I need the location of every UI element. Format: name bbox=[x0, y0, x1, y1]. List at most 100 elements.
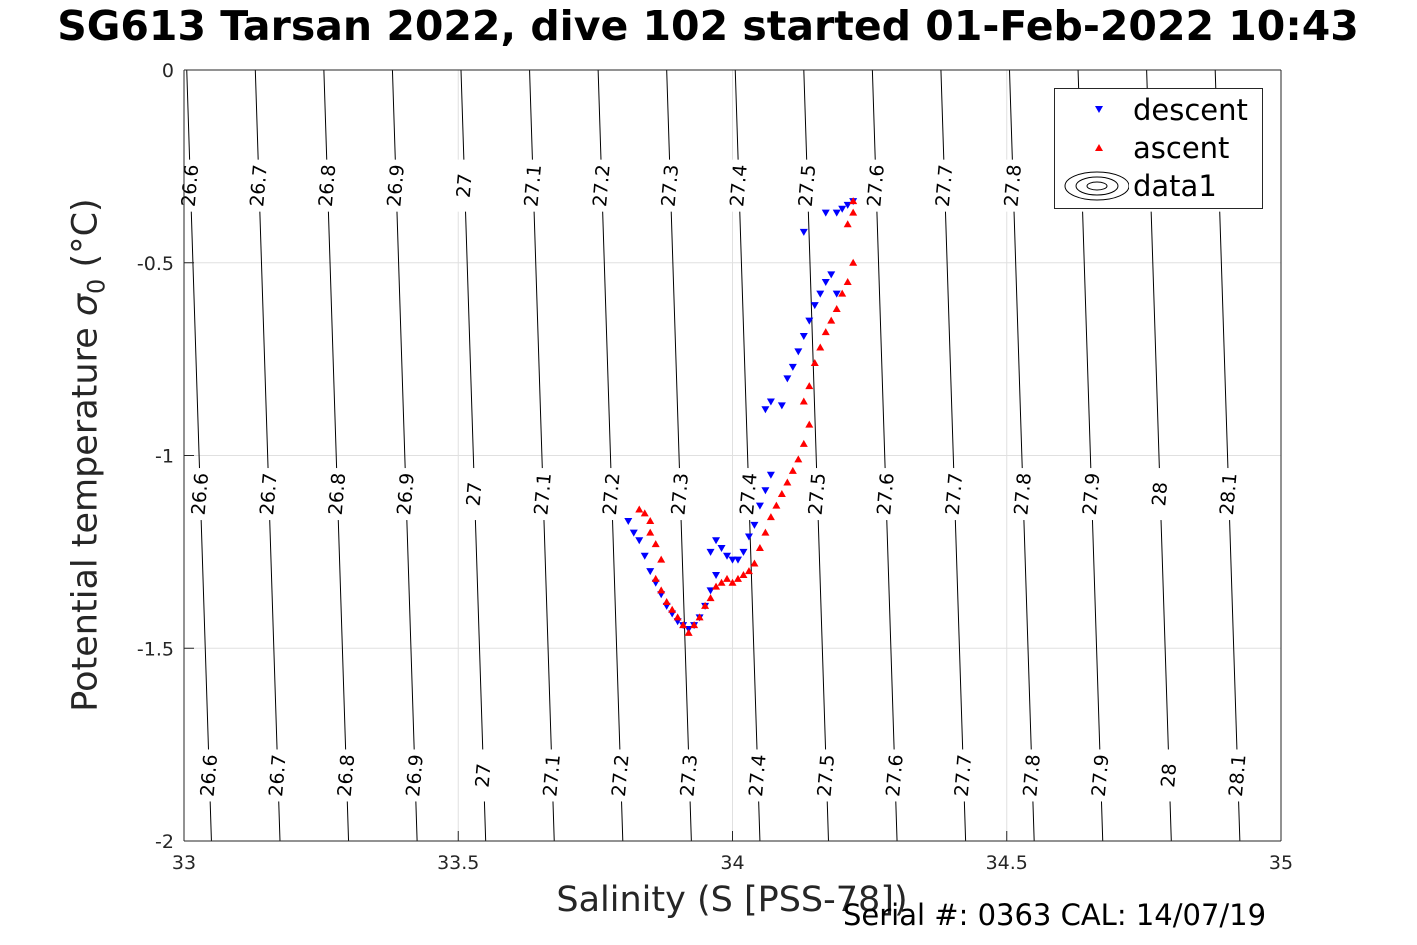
ascent-point bbox=[657, 555, 666, 563]
contour-label-27.7: 27.7 bbox=[932, 164, 958, 208]
ascent-point bbox=[777, 490, 786, 498]
ascent-point bbox=[695, 613, 704, 621]
ascent-point bbox=[843, 278, 852, 286]
legend: descent ascent data1 bbox=[1054, 88, 1263, 209]
ascent-point bbox=[821, 328, 830, 336]
ascent-point bbox=[651, 574, 660, 582]
ascent-point bbox=[635, 505, 644, 513]
descent-point bbox=[783, 375, 792, 383]
ascent-point bbox=[651, 540, 660, 548]
descent-point bbox=[629, 529, 638, 537]
contour-label-bg bbox=[805, 468, 830, 521]
ascent-point bbox=[646, 517, 655, 525]
contour-label-bg bbox=[1020, 749, 1045, 802]
ascent-point bbox=[673, 613, 682, 621]
contour-label-26.7: 26.7 bbox=[256, 472, 282, 516]
descent-point bbox=[624, 518, 633, 526]
contour-label-27.8: 27.8 bbox=[1000, 164, 1026, 208]
descent-point bbox=[717, 545, 726, 553]
ascent-point bbox=[816, 343, 825, 351]
descent-point bbox=[799, 332, 808, 340]
contour-label-bg bbox=[1079, 468, 1104, 521]
ascent-point bbox=[843, 220, 852, 228]
contour-label-27.5: 27.5 bbox=[795, 164, 821, 208]
ascent-point bbox=[838, 289, 847, 297]
contour-label-bg bbox=[814, 749, 839, 802]
contour-label-27.3: 27.3 bbox=[676, 753, 702, 797]
y-tick-label: -1.5 bbox=[137, 638, 174, 660]
contour-ellipses-icon bbox=[1064, 171, 1129, 201]
ascent-point bbox=[717, 578, 726, 586]
ascent-point bbox=[849, 208, 858, 216]
contour-label-bg bbox=[658, 159, 683, 212]
descent-point bbox=[755, 502, 764, 510]
descent-point bbox=[706, 548, 715, 556]
descent-point bbox=[750, 521, 759, 529]
contour-label-bg bbox=[1001, 159, 1026, 212]
contour-label-bg bbox=[471, 749, 496, 802]
contour-label-bg bbox=[315, 159, 340, 212]
contour-label-bg bbox=[1225, 749, 1250, 802]
ascent-point bbox=[679, 621, 688, 629]
contour-label-27.1: 27.1 bbox=[520, 164, 546, 208]
ascent-point bbox=[750, 559, 759, 567]
ascent-point bbox=[744, 567, 753, 575]
legend-item-data1: data1 bbox=[1055, 167, 1262, 205]
contour-label-26.8: 26.8 bbox=[315, 164, 341, 208]
serial-calibration-note: Serial #: 0363 CAL: 14/07/19 bbox=[843, 898, 1267, 932]
contour-label-bg bbox=[540, 749, 565, 802]
descent-point bbox=[816, 290, 825, 298]
contour-label-28: 28 bbox=[1148, 481, 1172, 507]
ascent-point bbox=[827, 316, 836, 324]
contour-label-bg bbox=[726, 159, 751, 212]
contour-label-27.6: 27.6 bbox=[882, 753, 908, 797]
contour-label-bg bbox=[247, 159, 272, 212]
descent-point bbox=[794, 348, 803, 356]
legend-item-ascent: ascent bbox=[1055, 129, 1262, 167]
contour-label-bg bbox=[452, 159, 477, 212]
contour-label-bg bbox=[736, 468, 761, 521]
contour-label-27.8: 27.8 bbox=[1019, 753, 1045, 797]
ascent-point bbox=[849, 258, 858, 266]
contour-label-bg bbox=[325, 468, 350, 521]
contour-label-bg bbox=[668, 468, 693, 521]
ascent-point bbox=[755, 544, 764, 552]
legend-label-ascent: ascent bbox=[1133, 131, 1230, 165]
descent-point bbox=[646, 568, 655, 576]
ascent-point bbox=[810, 358, 819, 366]
contour-label-bg bbox=[942, 468, 967, 521]
descent-point bbox=[810, 302, 819, 310]
contour-label-bg bbox=[384, 159, 409, 212]
contour-label-bg bbox=[795, 159, 820, 212]
contour-label-28: 28 bbox=[1157, 762, 1181, 788]
contour-label-bg bbox=[589, 159, 614, 212]
contour-label-bg bbox=[394, 468, 419, 521]
contour-label-27.9: 27.9 bbox=[1088, 753, 1114, 797]
contour-label-27.1: 27.1 bbox=[530, 472, 556, 516]
descent-point bbox=[761, 406, 770, 414]
contour-label-bg bbox=[864, 159, 889, 212]
contour-label-27.3: 27.3 bbox=[658, 164, 684, 208]
ascent-point bbox=[794, 455, 803, 463]
ascent-point bbox=[723, 574, 732, 582]
contour-label-27.2: 27.2 bbox=[589, 164, 615, 208]
contour-label-28.1: 28.1 bbox=[1216, 472, 1242, 516]
contour-label-bg bbox=[745, 749, 770, 802]
descent-point bbox=[838, 205, 847, 213]
ascent-point bbox=[799, 397, 808, 405]
x-tick-label: 33.5 bbox=[437, 852, 479, 874]
y-tick-label: -1 bbox=[155, 446, 174, 468]
x-tick-label: 34.5 bbox=[986, 852, 1028, 874]
contour-label-27.4: 27.4 bbox=[736, 472, 762, 516]
ascent-point bbox=[799, 439, 808, 447]
contour-label-bg bbox=[178, 159, 203, 212]
descent-point bbox=[635, 537, 644, 545]
contour-label-26.9: 26.9 bbox=[383, 164, 409, 208]
descent-point bbox=[821, 279, 830, 287]
contour-label-bg bbox=[599, 468, 624, 521]
descent-point bbox=[766, 398, 775, 406]
descent-point bbox=[712, 572, 721, 580]
triangle-up-icon bbox=[1095, 144, 1103, 151]
descent-point bbox=[712, 537, 721, 545]
ascent-point bbox=[712, 582, 721, 590]
